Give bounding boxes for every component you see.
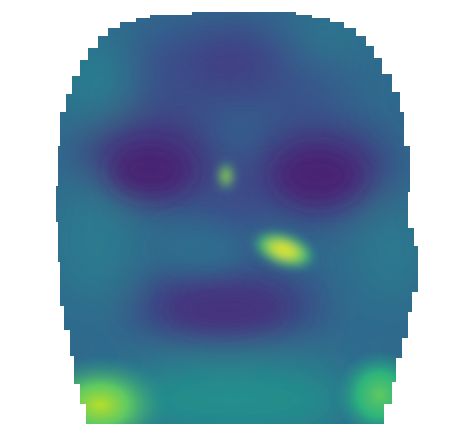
nose-bridge-hotspot xyxy=(217,160,235,192)
lower-right-jaw-hotspot xyxy=(335,350,418,424)
nose-tip-hotspot xyxy=(251,230,317,270)
